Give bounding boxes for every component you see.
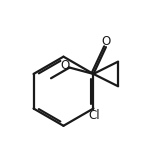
Text: O: O bbox=[102, 35, 111, 48]
Text: Cl: Cl bbox=[88, 109, 100, 122]
Text: O: O bbox=[60, 59, 69, 72]
